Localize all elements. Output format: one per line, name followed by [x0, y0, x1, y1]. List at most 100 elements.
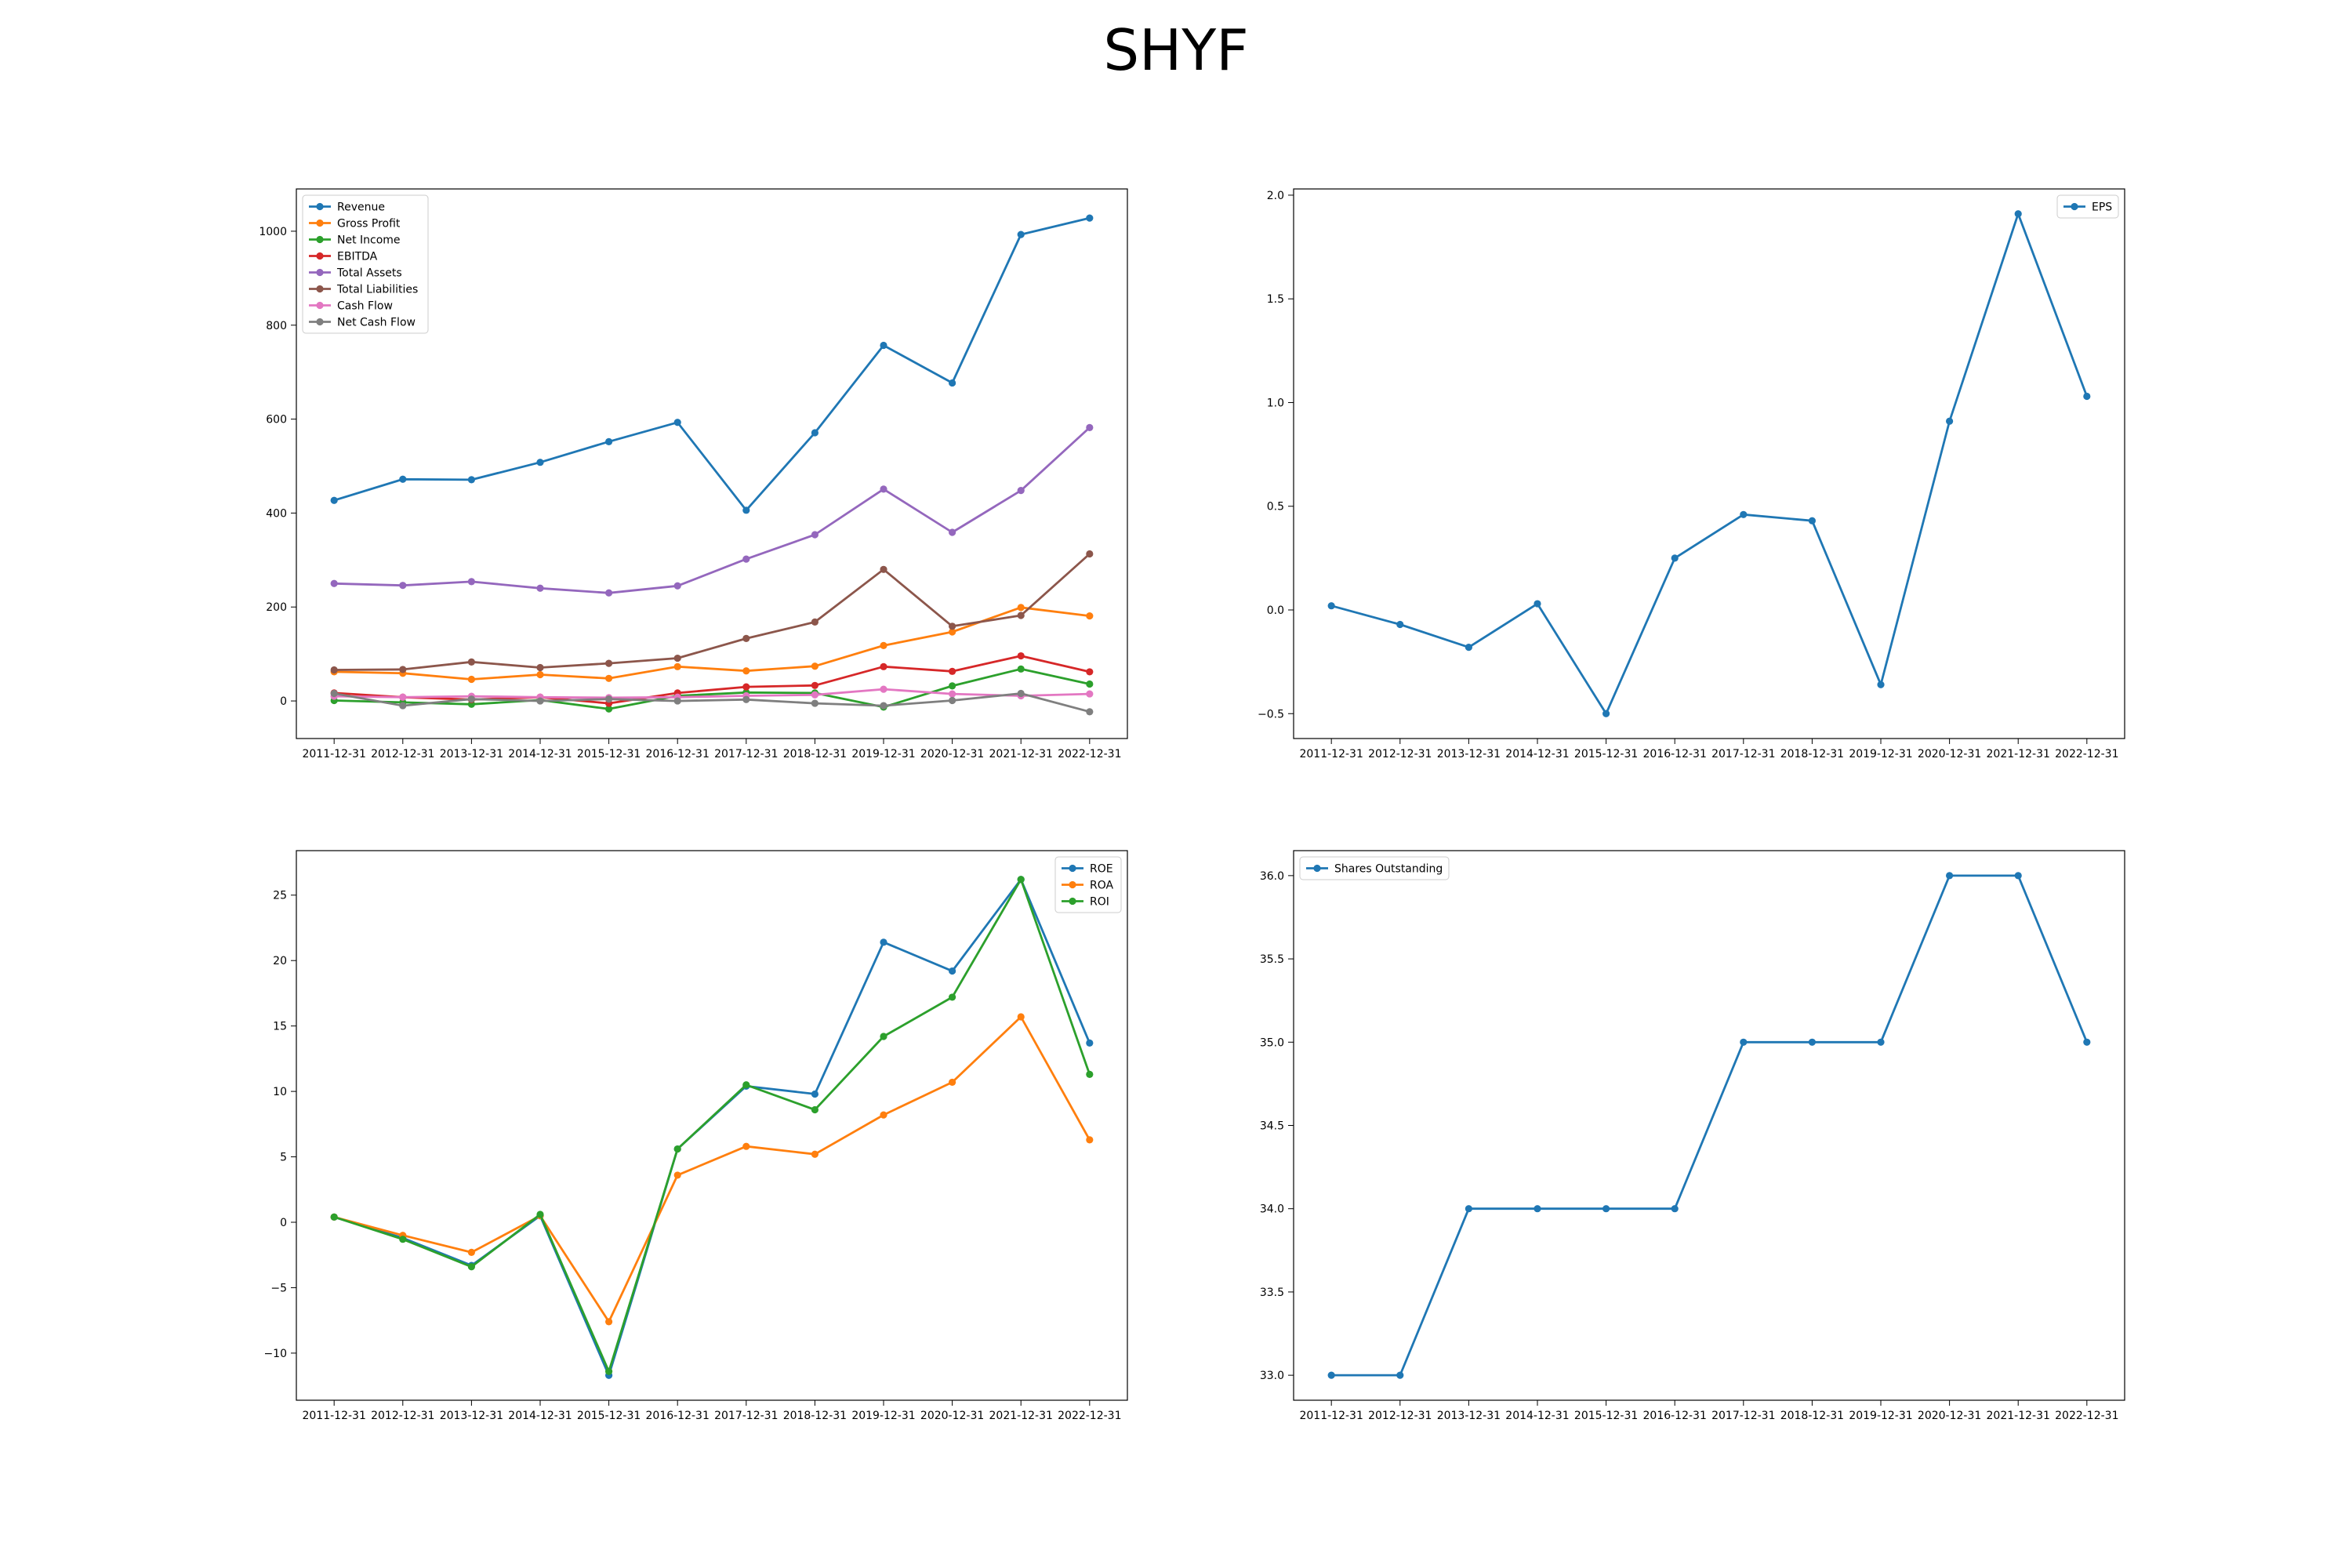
- data-point: [880, 641, 887, 649]
- x-tick-label: 2019-12-31: [851, 748, 915, 760]
- data-point: [1534, 600, 1541, 608]
- y-tick-label: 35.0: [1260, 1036, 1284, 1049]
- data-point: [1017, 1013, 1025, 1021]
- data-point: [1534, 1205, 1541, 1213]
- y-tick-label: −5: [270, 1282, 287, 1294]
- x-tick-label: 2021-12-31: [1987, 748, 2050, 760]
- data-point: [880, 662, 887, 670]
- data-point: [1396, 1371, 1404, 1379]
- legend-box: [302, 194, 429, 334]
- data-point: [1017, 876, 1025, 884]
- x-tick-label: 2011-12-31: [302, 748, 365, 760]
- data-point: [742, 683, 750, 691]
- legend-label: ROI: [1090, 896, 1109, 909]
- data-point: [604, 589, 613, 597]
- series-line-4: [334, 426, 1091, 594]
- y-tick-label: 400: [266, 507, 287, 520]
- data-point: [880, 1033, 887, 1040]
- data-point: [604, 1318, 613, 1326]
- x-tick-label: 2015-12-31: [1574, 1410, 1638, 1422]
- x-tick-label: 2016-12-31: [646, 1410, 710, 1422]
- data-point: [1017, 230, 1025, 238]
- data-point: [1017, 665, 1025, 673]
- legend-label: Revenue: [337, 201, 385, 214]
- data-point: [1327, 602, 1335, 610]
- data-point: [1740, 1038, 1748, 1046]
- x-tick-label: 2015-12-31: [1574, 748, 1638, 760]
- axes-frame: [1293, 188, 2125, 739]
- legend-marker: [1069, 880, 1076, 889]
- data-point: [1086, 612, 1094, 620]
- data-point: [673, 419, 681, 426]
- data-point: [1946, 872, 1954, 880]
- data-point: [880, 702, 887, 710]
- data-point: [949, 1078, 956, 1087]
- x-tick-label: 2012-12-31: [371, 748, 434, 760]
- subplot-eps: 2011-12-31 2012-12-31 2013-12-31 2014-12-31…: [1258, 188, 2125, 760]
- y-tick-label: 0.5: [1267, 501, 1284, 514]
- legend-label: EPS: [2092, 201, 2112, 214]
- x-tick-label: 2021-12-31: [989, 1410, 1053, 1422]
- y-tick-label: −0.5: [1258, 708, 1284, 720]
- series-line-1: [333, 1015, 1091, 1323]
- legend: Revenue Gross Profit Net Income EBITDA Total…: [302, 194, 429, 334]
- data-point: [604, 1367, 613, 1375]
- x-tick-label: 2012-12-31: [371, 1410, 434, 1422]
- y-tick-label: 33.0: [1260, 1370, 1284, 1382]
- x-tick-label: 2013-12-31: [1437, 748, 1501, 760]
- data-point: [673, 654, 681, 662]
- data-point: [467, 675, 475, 684]
- data-point: [330, 689, 338, 698]
- legend-label: Total Assets: [336, 267, 402, 280]
- y-tick-label: 34.0: [1260, 1203, 1284, 1216]
- data-point: [467, 1263, 475, 1271]
- data-point: [949, 667, 956, 675]
- x-tick-label: 2019-12-31: [1849, 1410, 1912, 1422]
- x-tick-label: 2022-12-31: [2055, 748, 2118, 760]
- y-tick-label: 35.5: [1260, 953, 1284, 966]
- data-point: [604, 705, 613, 713]
- data-point: [399, 582, 407, 590]
- x-tick-label: 2013-12-31: [440, 748, 503, 760]
- legend-label: Cash Flow: [337, 300, 393, 313]
- subplot-returns: 2011-12-31 2012-12-31 2013-12-31 2014-12-31…: [263, 850, 1128, 1422]
- legend-label: Net Income: [337, 234, 401, 247]
- data-point: [811, 681, 819, 689]
- subplot-shares-outstanding: 2011-12-31 2012-12-31 2013-12-31 2014-12-31…: [1260, 850, 2125, 1422]
- x-tick-label: 2017-12-31: [714, 748, 778, 760]
- data-point: [467, 658, 475, 666]
- data-point: [1465, 1205, 1472, 1213]
- series-line-0: [333, 216, 1091, 512]
- data-point: [742, 555, 750, 563]
- data-point: [467, 1248, 475, 1256]
- legend-label: Shares Outstanding: [1334, 863, 1443, 876]
- x-tick-label: 2016-12-31: [1643, 1410, 1707, 1422]
- legend-box: [1299, 856, 1450, 880]
- x-tick-label: 2011-12-31: [1299, 1410, 1363, 1422]
- data-point: [330, 1213, 338, 1221]
- y-tick-label: 600: [266, 414, 287, 426]
- data-point: [330, 496, 338, 504]
- x-tick-label: 2014-12-31: [1505, 748, 1569, 760]
- data-point: [1465, 644, 1472, 652]
- data-point: [742, 1081, 750, 1089]
- data-point: [1602, 710, 1610, 717]
- x-tick-label: 2022-12-31: [2055, 1410, 2118, 1422]
- y-tick-label: 0.0: [1267, 604, 1284, 617]
- x-tick-label: 2020-12-31: [920, 748, 984, 760]
- x-tick-label: 2015-12-31: [577, 1410, 641, 1422]
- legend-marker: [316, 285, 324, 293]
- x-tick-label: 2020-12-31: [1918, 748, 1981, 760]
- legend-box: [2056, 194, 2119, 219]
- data-point: [536, 697, 544, 705]
- y-tick-label: 33.5: [1260, 1287, 1284, 1299]
- legend-marker: [316, 268, 324, 277]
- data-point: [1086, 680, 1094, 688]
- data-point: [880, 938, 887, 946]
- data-point: [2014, 210, 2022, 218]
- legend-marker: [1313, 864, 1321, 873]
- data-point: [949, 682, 956, 690]
- x-tick-label: 2014-12-31: [508, 748, 572, 760]
- y-tick-label: 25: [273, 890, 287, 902]
- x-tick-label: 2011-12-31: [1299, 748, 1363, 760]
